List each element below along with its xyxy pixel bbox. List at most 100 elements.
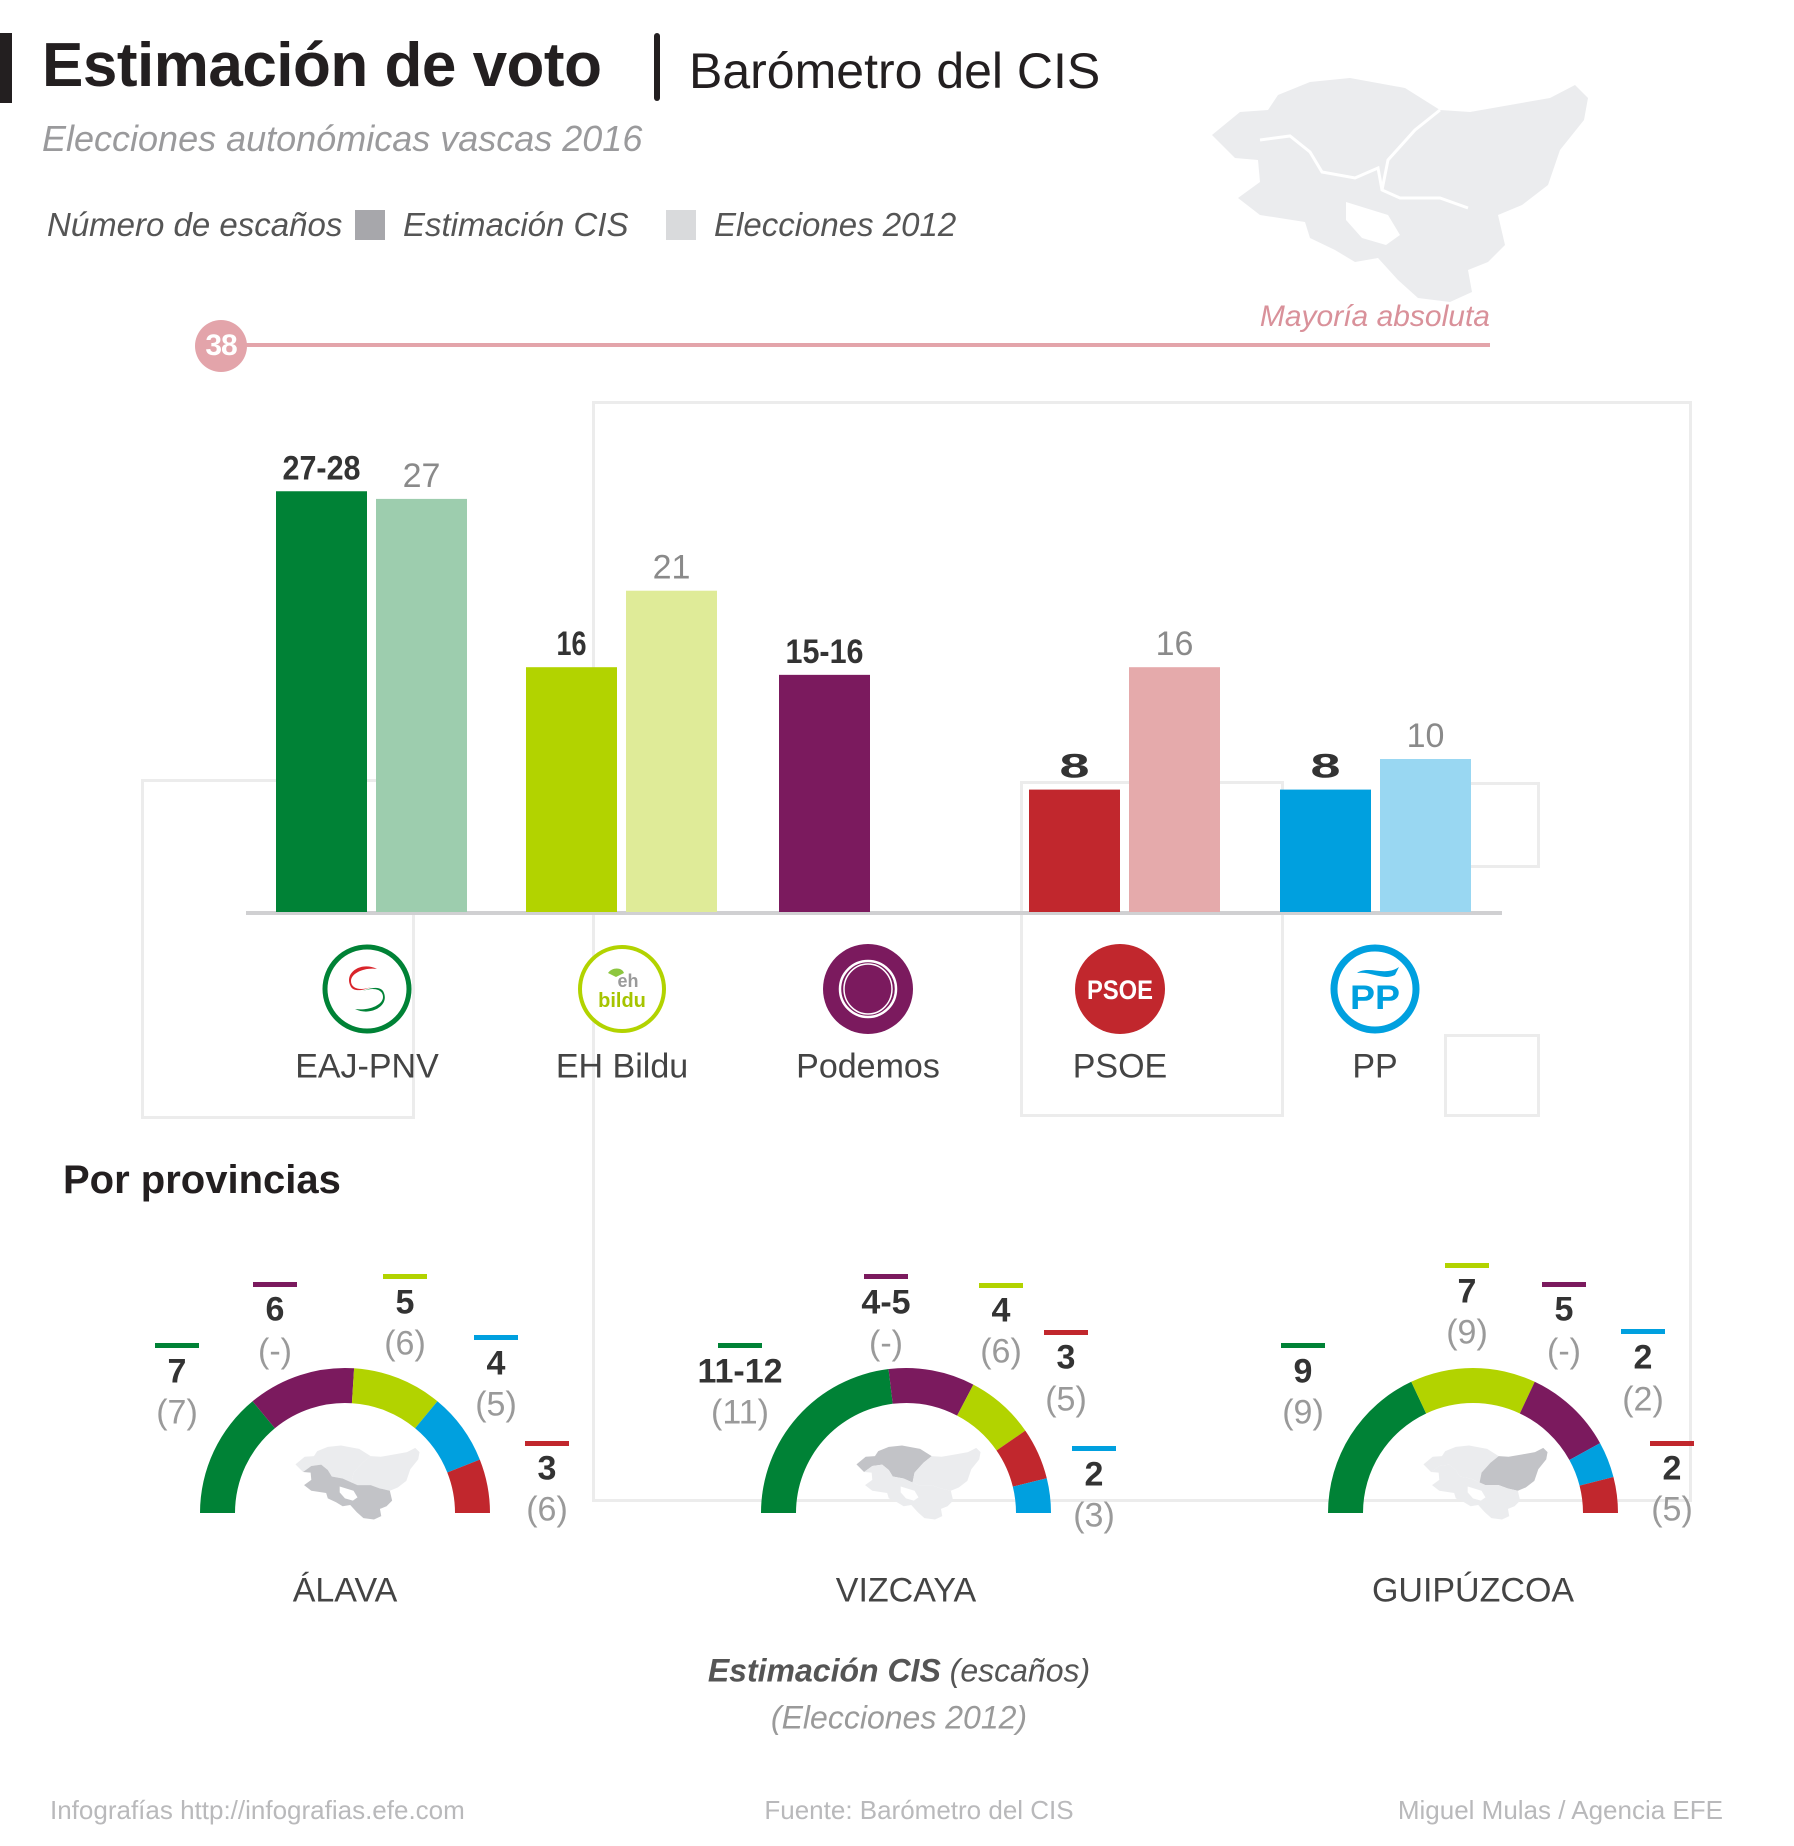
gauge-legend-dash [1621,1329,1665,1334]
gauge-legend-dash [1445,1263,1489,1268]
seat-2012-label: (-) [869,1324,903,1363]
bar-2012-eajpnv [376,498,467,912]
gauge-legend-dash [1281,1343,1325,1348]
seat-2012-label: (5) [1651,1490,1693,1529]
podemos-logo-icon-glyph [823,944,913,1034]
legend-label-2012: Elecciones 2012 [714,206,957,243]
seat-2012-label: (11) [711,1393,769,1432]
title-separator [654,33,660,101]
gauge-segment-eajpnv [200,1401,275,1513]
map-province-border [1259,108,1469,210]
page-subhead: Elecciones autonómicas vascas 2016 [42,118,643,159]
seat-estimate-label: 6 [265,1290,285,1329]
province-name: VIZCAYA [835,1571,977,1610]
svg-text:bildu: bildu [598,990,646,1012]
bar-estimacion-ehbildu [526,667,617,912]
seat-estimate-label: 4 [486,1344,506,1383]
gauge-legend-dash [155,1343,199,1348]
footer-credit-url: Infografías http://infografias.efe.com [50,1795,465,1825]
party-name-label: EH Bildu [555,1047,689,1086]
gauge-legend-dash [1542,1282,1586,1287]
gauge-segment-ehbildu [957,1384,1026,1451]
gauge-legend-dash [1072,1446,1116,1451]
seat-estimate-label: 11-12 [697,1352,783,1391]
gauge-segment-podemos [888,1368,974,1416]
bar-estimacion-psoe [1029,789,1120,912]
gauge-segment-pp [1569,1443,1614,1486]
gauge-segment-psoe [447,1459,490,1513]
footer-source: Fuente: Barómetro del CIS [764,1795,1074,1825]
bar-value-label: 21 [653,549,691,587]
gauge-segment-ehbildu [1411,1368,1535,1414]
seat-estimate-label: 4 [991,1291,1011,1330]
provinces-title: Por provincias [63,1158,341,1202]
legend-swatch-2012 [666,210,696,240]
gauge-legend-dash [1650,1441,1694,1446]
mini-map-vizcaya-icon [856,1445,981,1520]
gauge-legend-dash [474,1335,518,1340]
gauge-legend-dash [525,1441,569,1446]
seat-2012-label: (7) [156,1393,198,1432]
gauge-legend-dash [864,1274,908,1279]
seat-2012-label: (-) [258,1332,292,1371]
bildu-logo-icon: eh bildu [576,943,668,1035]
seat-2012-label: (2) [1622,1380,1664,1419]
gauge-legend-dash [383,1274,427,1279]
pp-logo-icon-glyph: PP [1330,944,1420,1034]
seat-estimate-label: 3 [537,1449,557,1488]
province-gauges [200,1368,1618,1520]
gauge-segment-eajpnv [1328,1381,1427,1513]
seat-estimate-label: 9 [1293,1352,1313,1391]
seat-estimate-label: 5 [395,1283,415,1322]
bar-value-label: 10 [1407,717,1445,755]
seat-2012-label: (3) [1073,1496,1115,1535]
party-name-label: EAJ-PNV [295,1047,439,1086]
gauge-segment-podemos [1519,1381,1601,1461]
seat-estimate-label: 2 [1633,1338,1653,1377]
provinces-note-2012: (Elecciones 2012) [770,1699,1028,1736]
gauge-segment-psoe [996,1430,1047,1487]
seat-2012-label: (6) [384,1324,426,1363]
page-subtitle: Barómetro del CIS [689,43,1101,99]
seat-estimate-label: 5 [1554,1290,1574,1329]
party-name-label: PP [1352,1047,1398,1086]
province-name: GUIPÚZCOA [1371,1571,1575,1610]
footer-author: Miguel Mulas / Agencia EFE [1397,1795,1723,1825]
map-enclave [1346,202,1400,245]
bar-value-label: 15-16 [786,633,864,671]
majority-label: Mayoría absoluta [1259,300,1490,333]
gauge-segment-psoe [1579,1476,1618,1513]
legend-title: Número de escaños [47,206,343,243]
seat-estimate-label: 2 [1084,1455,1104,1494]
party-name-label: PSOE [1072,1047,1168,1086]
gauge-legend-dash [253,1282,297,1287]
seat-2012-label: (6) [980,1332,1022,1371]
svg-text:PSOE: PSOE [1087,975,1153,1005]
gauge-segment-pp [415,1401,480,1473]
background-panel [1444,1034,1540,1117]
provinces-note-bold: Estimación CIS [707,1652,941,1689]
bar-value-label: 8 [1311,748,1341,786]
seat-estimate-label: 7 [167,1352,187,1391]
bar-value-label: 27 [403,457,441,495]
bar-2012-pp [1380,759,1471,912]
bar-estimacion-podemos [779,674,870,912]
legend-label-estimacion: Estimación CIS [403,206,629,243]
provinces-note-rest: (escaños) [940,1652,1091,1689]
basque-country-map-icon [1212,78,1588,302]
seat-estimate-label: 4-5 [861,1283,911,1322]
party-name-label: Podemos [796,1047,940,1086]
seat-2012-label: (9) [1282,1393,1324,1432]
background-panel [592,401,1692,1502]
bar-value-label: 16 [1156,625,1194,663]
gauge-segment-pp [1012,1478,1051,1513]
svg-text:eh: eh [617,971,638,991]
seat-2012-label: (5) [1045,1380,1087,1419]
gauge-legend-dash [718,1343,762,1348]
map-silhouette [1212,78,1588,302]
title-accent-bar [0,33,12,103]
podemos-logo-icon [822,943,914,1035]
bar-2012-psoe [1129,667,1220,912]
bar-value-label: 8 [1060,748,1090,786]
